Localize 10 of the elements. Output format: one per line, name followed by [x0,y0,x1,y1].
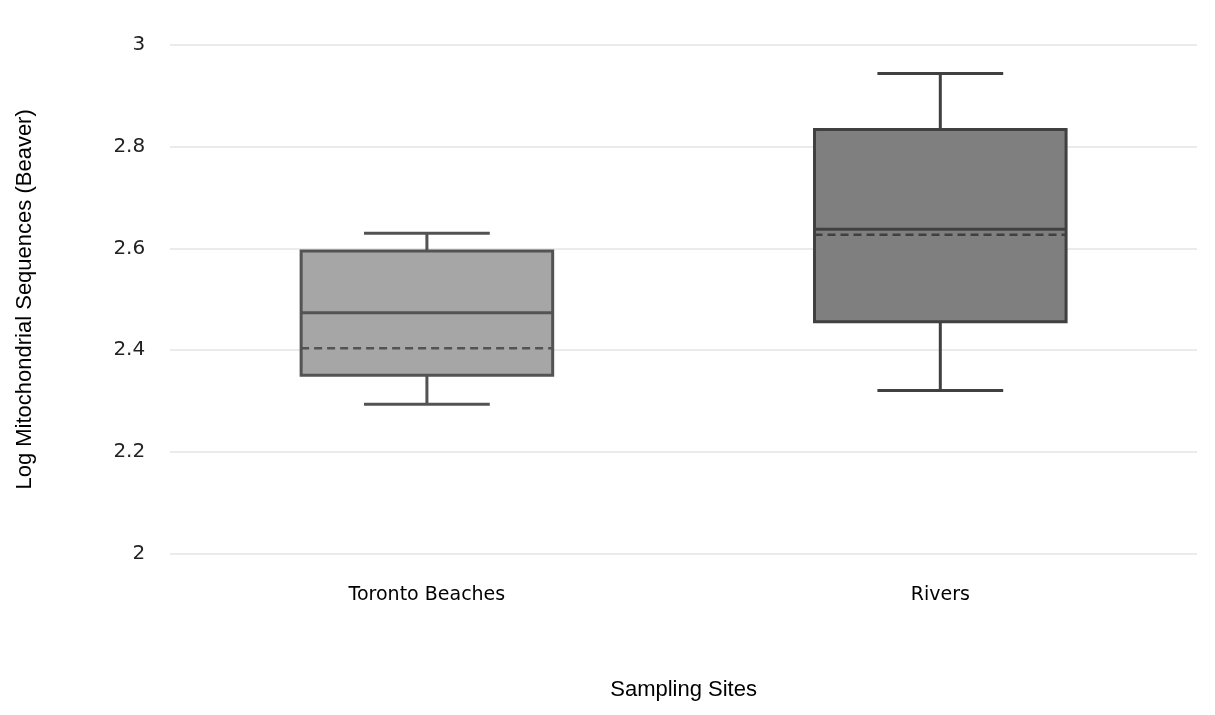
y-tick-label: 2.4 [113,336,146,361]
y-tick-label: 2.6 [113,234,146,259]
x-tick-label: Rivers [910,582,970,605]
y-tick-label: 2.8 [113,132,146,157]
y-axis-title: Log Mitochondrial Sequences (Beaver) [11,109,37,490]
x-tick-label: Toronto Beaches [347,582,506,605]
x-axis-title: Sampling Sites [610,675,757,701]
y-tick-label: 3 [132,31,146,56]
y-tick-label: 2.2 [113,438,146,463]
y-tick-label: 2 [132,540,146,564]
